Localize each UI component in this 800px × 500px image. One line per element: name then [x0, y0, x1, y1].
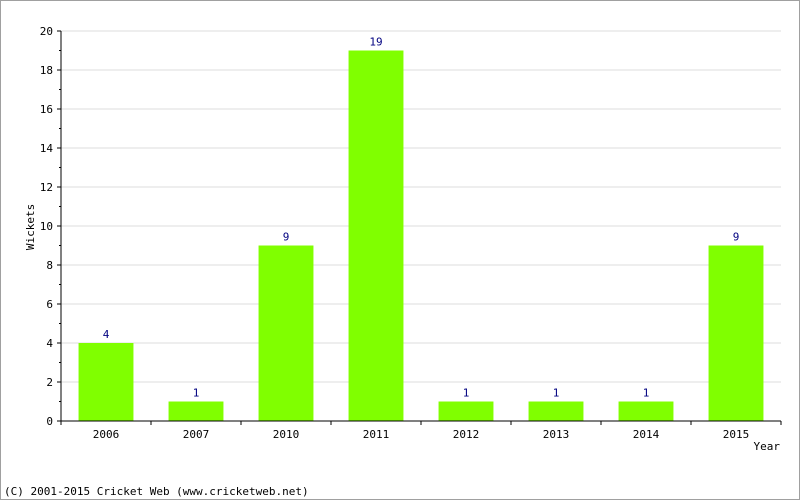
x-tick-label-2015: 2015	[723, 428, 750, 441]
grid-lines	[61, 30, 781, 383]
bars	[78, 50, 764, 421]
bar-2013	[528, 401, 584, 421]
y-tick-label: 0	[46, 415, 53, 428]
x-tick-label-2011: 2011	[363, 428, 390, 441]
y-tick-labels: 0 2 4 6 8 10 12 14 16 18 20	[40, 25, 54, 428]
y-tick-label: 12	[40, 181, 53, 194]
bar-2007	[168, 401, 224, 421]
data-label-2011: 19	[369, 36, 382, 49]
y-tick-label: 10	[40, 220, 53, 233]
x-tick-label-2007: 2007	[183, 428, 210, 441]
data-label-2014: 1	[643, 387, 650, 400]
bar-2006	[78, 343, 134, 421]
axes	[57, 30, 782, 425]
x-tick-label-2006: 2006	[93, 428, 120, 441]
x-axis-title: Year	[754, 440, 781, 453]
y-tick-label: 14	[40, 142, 54, 155]
data-label-2013: 1	[553, 387, 560, 400]
y-tick-label: 6	[46, 298, 53, 311]
copyright-footer: (C) 2001-2015 Cricket Web (www.cricketwe…	[4, 485, 309, 498]
y-tick-label: 18	[40, 64, 53, 77]
data-label-2012: 1	[463, 387, 470, 400]
data-label-2015: 9	[733, 231, 740, 244]
x-tick-label-2013: 2013	[543, 428, 570, 441]
bar-2011	[348, 50, 404, 421]
y-tick-label: 4	[46, 337, 53, 350]
bar-2014	[618, 401, 674, 421]
bar-2012	[438, 401, 494, 421]
x-tick-label-2014: 2014	[633, 428, 660, 441]
y-tick-label: 20	[40, 25, 53, 38]
data-label-2010: 9	[283, 231, 290, 244]
y-tick-label: 8	[46, 259, 53, 272]
x-tick-label-2010: 2010	[273, 428, 300, 441]
x-tick-label-2012: 2012	[453, 428, 480, 441]
data-label-2007: 1	[193, 387, 200, 400]
bar-2010	[258, 245, 314, 421]
data-label-2006: 4	[103, 328, 110, 341]
y-axis-title: Wickets	[24, 204, 37, 250]
y-tick-label: 16	[40, 103, 53, 116]
y-tick-label: 2	[46, 376, 53, 389]
x-tick-labels: 2006 2007 2010 2011 2012 2013 2014 2015	[93, 428, 750, 441]
bar-2015	[708, 245, 764, 421]
